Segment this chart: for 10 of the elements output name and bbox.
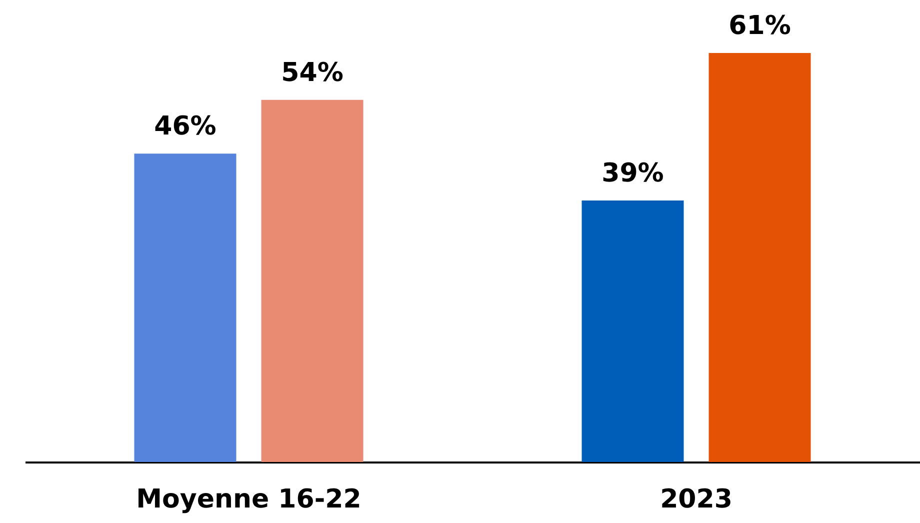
x-tick-label: Moyenne 16-22: [136, 484, 362, 514]
data-label: 39%: [602, 158, 664, 189]
bar: [708, 53, 811, 462]
data-label: 61%: [728, 11, 791, 41]
x-tick-label: 2023: [660, 484, 732, 514]
bar: [582, 200, 684, 462]
data-label: 54%: [281, 58, 344, 88]
bar: [261, 100, 364, 462]
bar: [134, 154, 236, 462]
data-label: 46%: [154, 112, 216, 142]
